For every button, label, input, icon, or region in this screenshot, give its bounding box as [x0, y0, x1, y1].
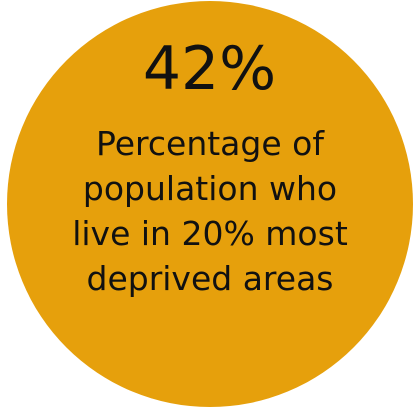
stat-caption-line-2: population who [82, 169, 338, 208]
stat-caption-line-4: deprived areas [86, 259, 334, 298]
stat-circle [7, 1, 413, 407]
stat-value: 42% [142, 34, 277, 104]
stat-caption-line-1: Percentage of [96, 124, 324, 163]
stat-caption: Percentage of population who live in 20%… [45, 121, 375, 301]
stat-caption-line-3: live in 20% most [72, 214, 348, 253]
